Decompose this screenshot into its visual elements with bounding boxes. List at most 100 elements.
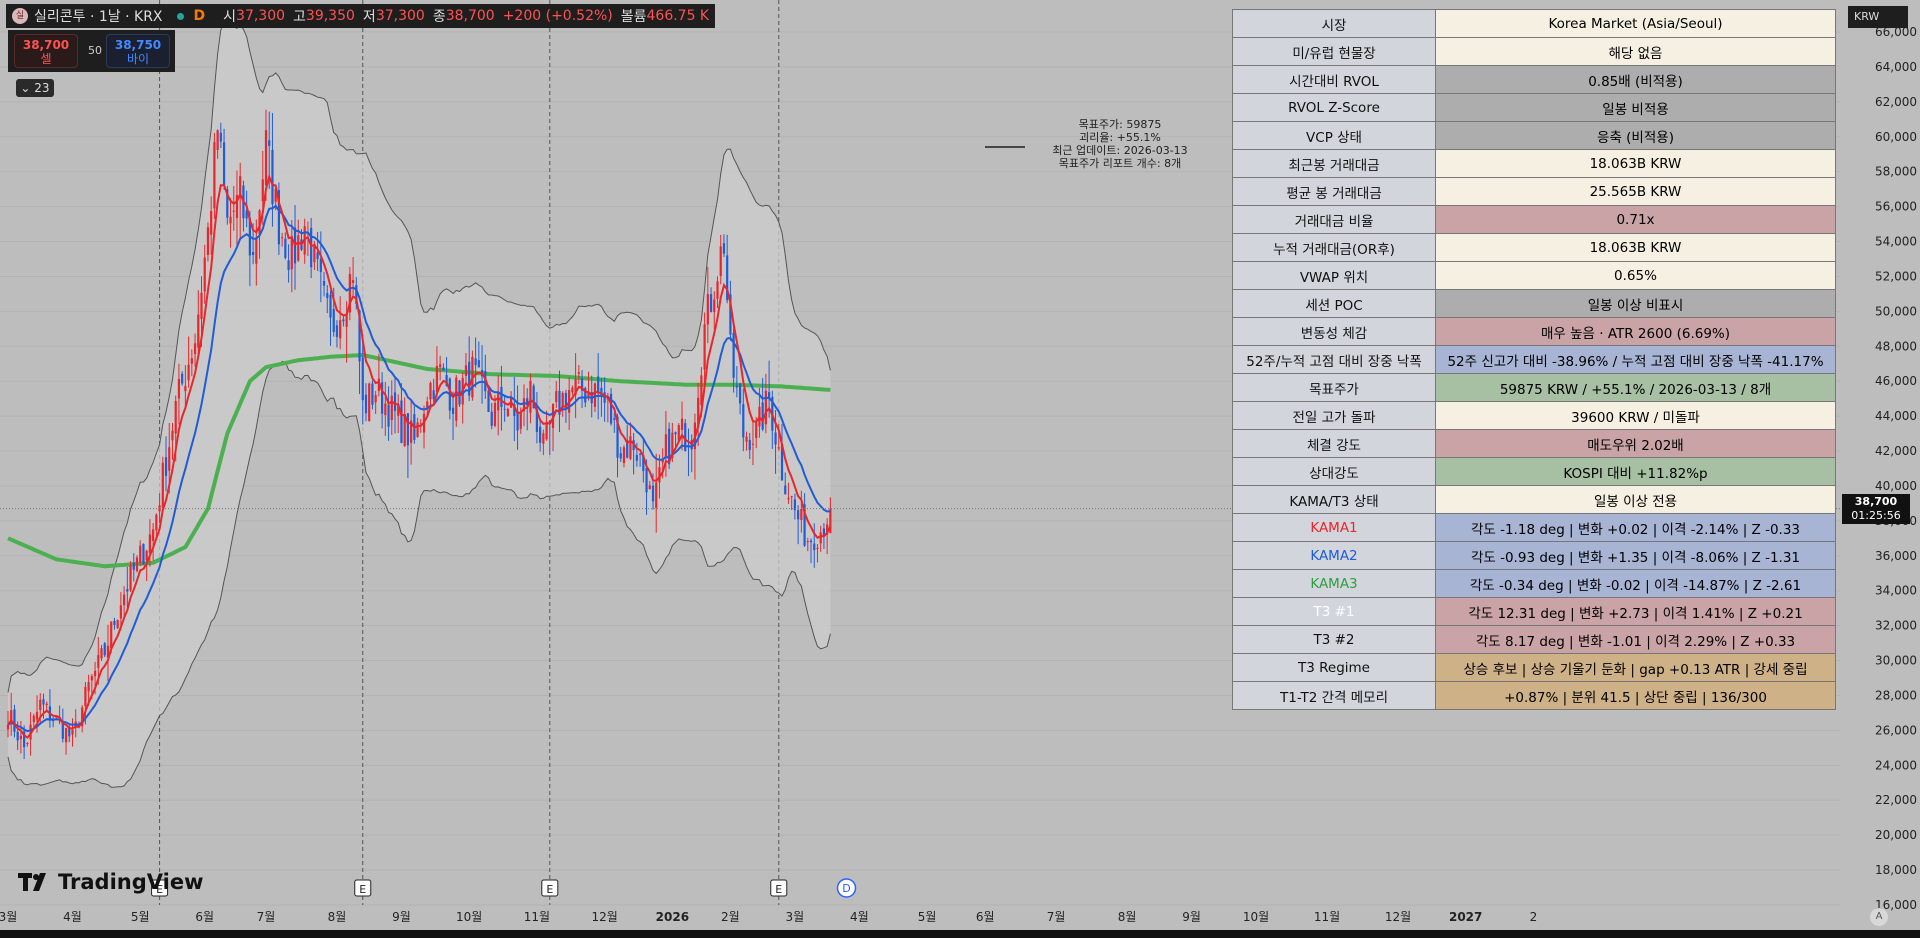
panel-key: T3 #1	[1232, 597, 1436, 626]
panel-row: T3 #2 각도 8.17 deg | 변화 -1.01 | 이격 2.29% |…	[1232, 625, 1836, 654]
candle-body	[97, 655, 100, 668]
panel-row: 시간대비 RVOL 0.85배 (비적용)	[1232, 65, 1836, 94]
candle-body	[593, 383, 597, 407]
earnings-marker	[354, 879, 372, 897]
candle-body	[381, 382, 384, 414]
candle-body	[806, 541, 809, 543]
symbol-header[interactable]: 실 실리콘투 · 1날 · KRX D 시 37,300 고 39,350 저 37,…	[6, 4, 716, 28]
auto-scale-button[interactable]: A	[1870, 908, 1888, 926]
panel-value: +0.87% | 분위 41.5 | 상단 중립 | 136/300	[1435, 681, 1836, 710]
panel-key: T1-T2 간격 메모리	[1232, 681, 1436, 710]
y-tick-label: 42,000	[1875, 444, 1917, 458]
candle-body	[780, 444, 784, 481]
currency-selector[interactable]: KRW	[1848, 6, 1908, 28]
candle-body	[442, 367, 445, 371]
x-tick-label: 12월	[591, 910, 617, 924]
panel-key: 52주/누적 고점 대비 장중 낙폭	[1232, 345, 1436, 374]
candle-body	[10, 710, 13, 722]
y-tick-label: 26,000	[1875, 723, 1917, 737]
candle-body	[709, 294, 713, 312]
candle-body	[239, 176, 242, 194]
candle-body	[426, 401, 429, 409]
x-tick-label: 5월	[918, 910, 937, 924]
candle-body	[774, 432, 777, 445]
candle-body	[90, 676, 93, 681]
kama2-line	[7, 204, 831, 733]
candle-body	[487, 390, 490, 412]
earnings-marker-label: E	[775, 883, 782, 896]
candle-body	[609, 393, 613, 424]
band-fill	[8, 20, 831, 788]
candle-body	[706, 294, 709, 325]
kama3-line	[7, 352, 831, 569]
candle-body	[45, 703, 48, 706]
panel-value: 각도 -1.18 deg | 변화 +0.02 | 이격 -2.14% | Z …	[1435, 513, 1836, 542]
candle-body	[155, 514, 158, 531]
tradingview-logo-icon	[18, 871, 52, 893]
indicators-toggle-button[interactable]: ⌄ 23	[16, 79, 54, 97]
symbol-logo-icon: 실	[12, 8, 28, 24]
panel-key: 시간대비 RVOL	[1232, 65, 1436, 94]
last-price-tag: 38,700 01:25:56	[1842, 494, 1910, 524]
candle-body	[119, 605, 122, 619]
candle-body	[35, 711, 39, 720]
panel-row: 시장 Korea Market (Asia/Seoul)	[1232, 9, 1836, 38]
candle-body	[16, 731, 19, 741]
y-tick-label: 56,000	[1875, 200, 1917, 214]
x-tick-label: 6월	[195, 910, 214, 924]
buy-button[interactable]: 38,750 바이	[106, 34, 170, 68]
market-status-dot-icon	[176, 12, 184, 20]
candle-body	[819, 532, 822, 544]
dividend-marker-label: D	[842, 882, 850, 895]
dividend-marker	[836, 878, 857, 898]
candle-body	[651, 485, 655, 502]
candle-body	[532, 385, 535, 409]
panel-key: VWAP 위치	[1232, 261, 1436, 290]
panel-row: T1-T2 간격 메모리 +0.87% | 분위 41.5 | 상단 중립 | 1…	[1232, 681, 1836, 710]
panel-key: 거래대금 비율	[1232, 205, 1436, 234]
candle-body	[197, 314, 200, 348]
sell-button[interactable]: 38,700 셀	[14, 34, 78, 68]
candle-body	[222, 142, 226, 186]
panel-value: 0.85배 (비적용)	[1435, 65, 1836, 94]
candle-body	[100, 648, 103, 659]
candle-body	[684, 423, 687, 451]
candle-body	[261, 179, 264, 202]
panel-value: 52주 신고가 대비 -38.96% / 누적 고점 대비 장중 낙폭 -41.…	[1435, 345, 1836, 374]
candle-body	[193, 343, 197, 355]
candle-body	[87, 682, 90, 692]
candle-body	[226, 189, 229, 218]
candle-body	[142, 543, 145, 565]
candle-body	[790, 496, 793, 498]
panel-row: 상대강도 KOSPI 대비 +11.82%p	[1232, 457, 1836, 486]
earnings-marker	[151, 879, 169, 897]
x-tick-label: 3월	[0, 910, 17, 924]
candle-body	[26, 742, 29, 744]
panel-row: 거래대금 비율 0.71x	[1232, 205, 1836, 234]
candle-body	[71, 729, 74, 735]
candle-body	[500, 386, 503, 407]
y-tick-label: 36,000	[1875, 549, 1917, 563]
panel-row: 세션 POC 일봉 이상 비표시	[1232, 289, 1836, 318]
panel-key: RVOL Z-Score	[1232, 93, 1436, 122]
candle-body	[713, 299, 716, 313]
candle-body	[171, 430, 174, 441]
candle-body	[574, 379, 577, 395]
y-tick-label: 58,000	[1875, 165, 1917, 179]
candle-body	[545, 421, 548, 440]
symbol-title[interactable]: 실리콘투 · 1날 · KRX	[34, 9, 163, 25]
candle-body	[145, 550, 148, 561]
x-tick-label: 9월	[392, 910, 411, 924]
candle-body	[116, 619, 119, 629]
panel-row: 미/유럽 현물장 해당 없음	[1232, 37, 1836, 66]
candle-body	[61, 723, 64, 739]
panel-key: 전일 고가 돌파	[1232, 401, 1436, 430]
candle-body	[793, 499, 796, 511]
candle-body	[645, 468, 648, 493]
y-tick-label: 52,000	[1875, 269, 1917, 283]
candle-body	[371, 383, 374, 405]
y-tick-label: 34,000	[1875, 584, 1917, 598]
panel-value: 18.063B KRW	[1435, 149, 1836, 178]
tradingview-logo[interactable]: TradingView	[18, 870, 203, 894]
x-tick-label: 11월	[524, 910, 550, 924]
